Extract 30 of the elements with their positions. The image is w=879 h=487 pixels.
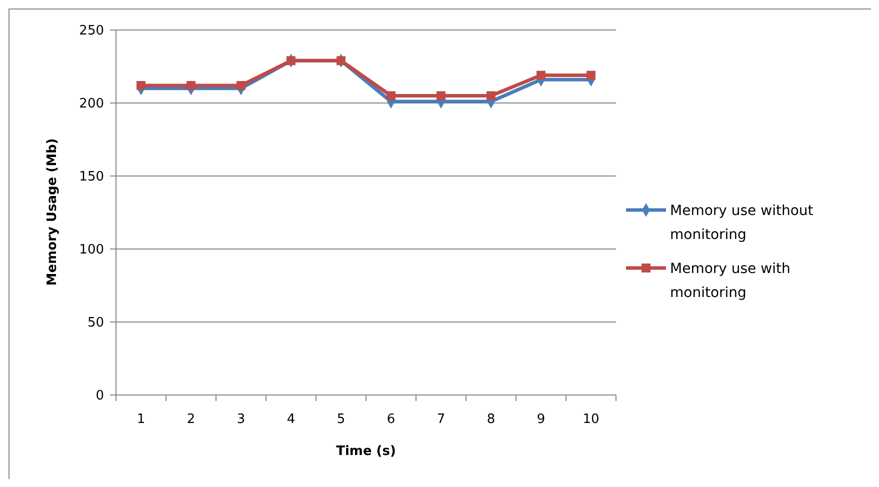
point: [436, 91, 446, 100]
point: [286, 56, 296, 66]
point: [586, 70, 596, 80]
x-tick-label: 2: [186, 412, 196, 427]
y-tick-label: 50: [87, 316, 104, 331]
point: [386, 91, 396, 100]
legend-label: Memory use without monitoring: [670, 202, 814, 243]
y-tick-label: 200: [79, 96, 104, 112]
point: [336, 56, 346, 66]
x-tick-label: 4: [286, 412, 296, 427]
x-tick-label: 8: [486, 412, 496, 427]
point: [136, 81, 146, 90]
y-tick-label: 100: [79, 242, 104, 258]
x-axis-title: Time (s): [336, 444, 396, 459]
point: [186, 81, 196, 90]
x-tick-label: 9: [536, 412, 546, 427]
x-tick-label: 5: [336, 412, 346, 427]
x-tick-label: 6: [386, 412, 396, 427]
x-tick-label: 3: [236, 412, 246, 427]
y-axis-title: Memory Usage (Mb): [45, 138, 60, 286]
point: [236, 81, 246, 90]
x-tick-label: 7: [436, 412, 446, 427]
y-tick-label: 0: [96, 388, 104, 404]
x-tick-label: 10: [582, 412, 600, 427]
x-tick-label: 1: [136, 412, 146, 427]
y-tick-label: 250: [79, 24, 104, 39]
y-tick-label: 150: [79, 170, 104, 185]
point: [486, 91, 496, 100]
legend-label: Memory use with monitoring: [670, 260, 790, 301]
point: [536, 70, 546, 80]
